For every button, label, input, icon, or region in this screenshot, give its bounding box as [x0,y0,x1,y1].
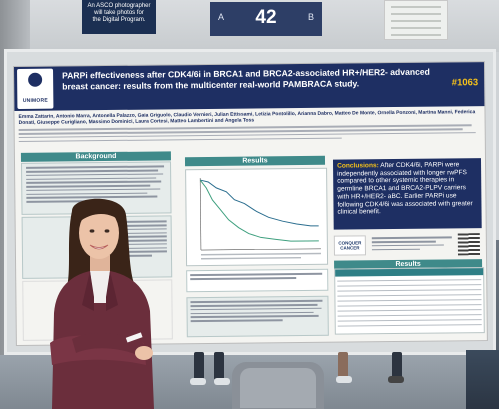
sponsor-row: CONQUER CANCER [333,232,482,260]
neighbor-poster [384,0,448,40]
bag [466,350,499,409]
bystander-leg [194,352,204,380]
km-curve-other [199,179,319,242]
figure-caption [186,268,329,293]
board-side-right: B [307,12,314,22]
results-table-header [335,268,484,277]
photographer-sign: An ASCO photographer will take photos fo… [82,0,156,34]
bystander-leg [214,352,224,380]
photographer-sign-line: will take photos for [94,10,144,16]
poster-id: #1063 [451,77,479,89]
board-side-left: A [218,12,225,22]
photographer-sign-line: An ASCO photographer [87,3,151,9]
bystander-shoe [214,378,230,385]
results-text-box [186,295,329,338]
bystander-leg [392,352,402,378]
bystander-shoe [388,376,404,383]
bystander-shoe [190,378,206,385]
bystander-leg [338,352,348,378]
qr-code [457,233,480,256]
board-number: 42 [255,7,277,28]
km-curve-parpi [200,179,319,227]
chair [232,362,324,409]
sponsor-logo: CONQUER CANCER [333,235,366,256]
poster-header: UNIMORE PARPi effectiveness after CDK4/6… [14,62,485,111]
poster-title: PARPi effectiveness after CDK4/6i in BRC… [62,66,430,92]
photographer-sign-line: the Digital Program. [92,17,146,23]
presenter [50,198,154,409]
km-curve-figure [185,167,329,267]
research-poster: UNIMORE PARPi effectiveness after CDK4/6… [14,62,487,345]
crest-icon [28,72,43,87]
results-table [334,267,485,335]
bystander-shoe [336,376,352,383]
results-heading: Results [184,155,326,167]
logo-text: UNIMORE [22,97,48,104]
affiliations [18,122,481,149]
conclusions-label: Conclusions: [337,162,379,170]
board-number-sign: A 42 B [210,2,322,36]
conclusions-box: Conclusions: After CDK4/6i, PARPi were i… [332,158,482,230]
sponsor-text [371,234,452,251]
background-heading: Background [20,151,171,162]
km-curve-plot [199,178,321,260]
unimore-logo: UNIMORE [17,68,54,109]
conclusions-text: After CDK4/6i, PARPi were independently … [337,161,473,216]
